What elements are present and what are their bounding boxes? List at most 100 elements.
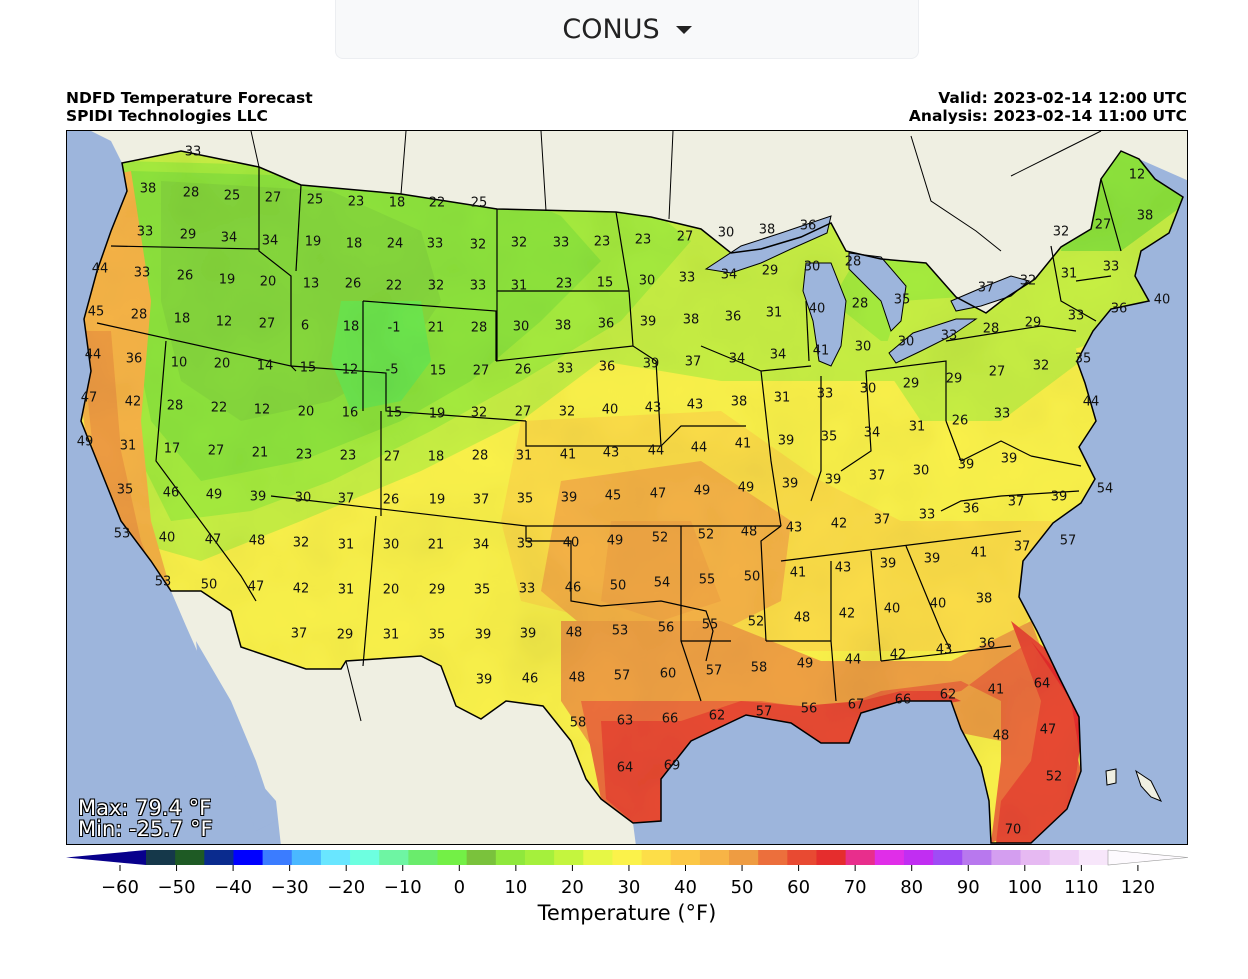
temperature-label: 20 (214, 357, 231, 372)
temperature-label: 13 (303, 277, 320, 292)
temperature-label: 42 (831, 517, 848, 532)
temperature-label: 37 (1008, 495, 1025, 510)
colorbar-tick-label: 50 (731, 877, 754, 898)
temperature-label: 44 (648, 444, 665, 459)
temperature-label: 30 (295, 491, 312, 506)
temperature-label: 44 (845, 653, 862, 668)
temperature-label: 55 (702, 618, 719, 633)
temperature-label: 57 (756, 705, 773, 720)
temperature-label: 30 (855, 340, 872, 355)
temperature-label: 18 (389, 196, 406, 211)
temperature-label: 34 (729, 352, 746, 367)
colorbar-tick-label: 90 (957, 877, 980, 898)
temperature-label: 28 (131, 308, 148, 323)
temperature-label: 32 (470, 238, 487, 253)
temperature-label: 47 (650, 487, 667, 502)
temperature-label: 26 (515, 363, 532, 378)
temperature-label: 23 (635, 233, 652, 248)
temperature-label: 38 (555, 319, 572, 334)
temperature-label: 37 (1014, 540, 1031, 555)
temperature-label: 37 (978, 281, 995, 296)
temperature-label: 36 (963, 502, 980, 517)
temperature-label: 12 (1129, 168, 1146, 183)
colorbar-segment (641, 850, 672, 865)
temperature-label: 29 (1025, 316, 1042, 331)
temperature-label: 25 (224, 189, 241, 204)
temperature-label: 34 (770, 348, 787, 363)
colorbar-segment (379, 850, 409, 865)
temperature-label: 47 (81, 391, 98, 406)
temperature-label: 37 (869, 469, 886, 484)
temperature-label: 41 (813, 344, 830, 359)
temperature-label: 31 (909, 420, 926, 435)
temperature-label: 48 (569, 671, 586, 686)
colorbar-ticks: −60 −50 −40 −30 −20 −10 0 10 20 30 40 50 60 70 80 90 100… (101, 865, 1155, 898)
temperature-label: 35 (1075, 352, 1092, 367)
temperature-label: 35 (429, 628, 446, 643)
colorbar-tick-label: −20 (327, 877, 365, 898)
temperature-label: 27 (1095, 218, 1112, 233)
temperature-label: 32 (1053, 225, 1070, 240)
temperature-label: 36 (599, 360, 616, 375)
temperature-label: 26 (952, 414, 969, 429)
temperature-label: 23 (594, 235, 611, 250)
temperature-label: 32 (1020, 274, 1037, 289)
temperature-label: 33 (519, 582, 536, 597)
region-dropdown[interactable]: CONUS (335, 0, 919, 59)
temperature-label: 48 (794, 611, 811, 626)
temperature-label: 31 (774, 391, 791, 406)
header-right: Valid: 2023-02-14 12:00 UTC Analysis: 20… (909, 89, 1187, 125)
temperature-label: 33 (517, 537, 534, 552)
temperature-label: 33 (553, 236, 570, 251)
colorbar-tick-label: 100 (1008, 877, 1042, 898)
colorbar-segment (874, 850, 905, 865)
temperature-label: 37 (338, 492, 355, 507)
temperature-label: 33 (994, 407, 1011, 422)
temperature-label: 44 (691, 441, 708, 456)
temperature-label: 15 (300, 361, 317, 376)
temperature-label: 37 (874, 513, 891, 528)
temperature-label: 19 (429, 407, 446, 422)
temperature-label: 49 (797, 657, 814, 672)
temperature-label: 50 (201, 578, 218, 593)
temperature-label: 33 (185, 145, 202, 160)
colorbar-segment (729, 850, 759, 865)
analysis-time: Analysis: 2023-02-14 11:00 UTC (908, 107, 1187, 125)
temperature-label: 43 (603, 446, 620, 461)
temperature-label: 33 (941, 329, 958, 344)
temperature-label: 41 (735, 437, 752, 452)
temperature-label: 22 (429, 196, 446, 211)
temperature-label: 38 (683, 313, 700, 328)
temperature-label: 37 (291, 627, 308, 642)
temperature-label: 42 (890, 648, 907, 663)
colorbar: −60 −50 −40 −30 −20 −10 0 10 20 30 40 50 60 70 80 90 100… (66, 849, 1189, 925)
temperature-label: 32 (293, 536, 310, 551)
temperature-label: 39 (958, 458, 975, 473)
temperature-label: 12 (216, 315, 233, 330)
temperature-label: 60 (660, 667, 677, 682)
temperature-label: 33 (134, 266, 151, 281)
temperature-label: 33 (557, 362, 574, 377)
temperature-label: 29 (762, 264, 779, 279)
temperature-label: 66 (662, 712, 679, 727)
temperature-label: 49 (77, 435, 94, 450)
temperature-label: 27 (515, 405, 532, 420)
temperature-label: 31 (516, 449, 533, 464)
temperature-label: 24 (387, 237, 404, 252)
chevron-down-icon[interactable] (675, 26, 692, 34)
temperature-label: 12 (254, 403, 271, 418)
temperature-label: 18 (346, 237, 363, 252)
temperature-label: 52 (652, 531, 669, 546)
temperature-label: 43 (936, 643, 953, 658)
organization-name: SPIDI Technologies LLC (66, 107, 268, 125)
temperature-label: 33 (817, 387, 834, 402)
temperature-label: 26 (345, 277, 362, 292)
colorbar-tick-label: −60 (101, 877, 139, 898)
temperature-label: 40 (563, 536, 580, 551)
temperature-label: 55 (699, 573, 716, 588)
temperature-label: 23 (348, 195, 365, 210)
temperature-label: -5 (386, 363, 399, 378)
colorbar-segment (612, 850, 643, 865)
temperature-map[interactable]: 33 38 28 25 27 25 23 18 22 25 33 29 34 34 19 18 24 33 32 32… (66, 130, 1188, 845)
temperature-label: 32 (559, 405, 576, 420)
